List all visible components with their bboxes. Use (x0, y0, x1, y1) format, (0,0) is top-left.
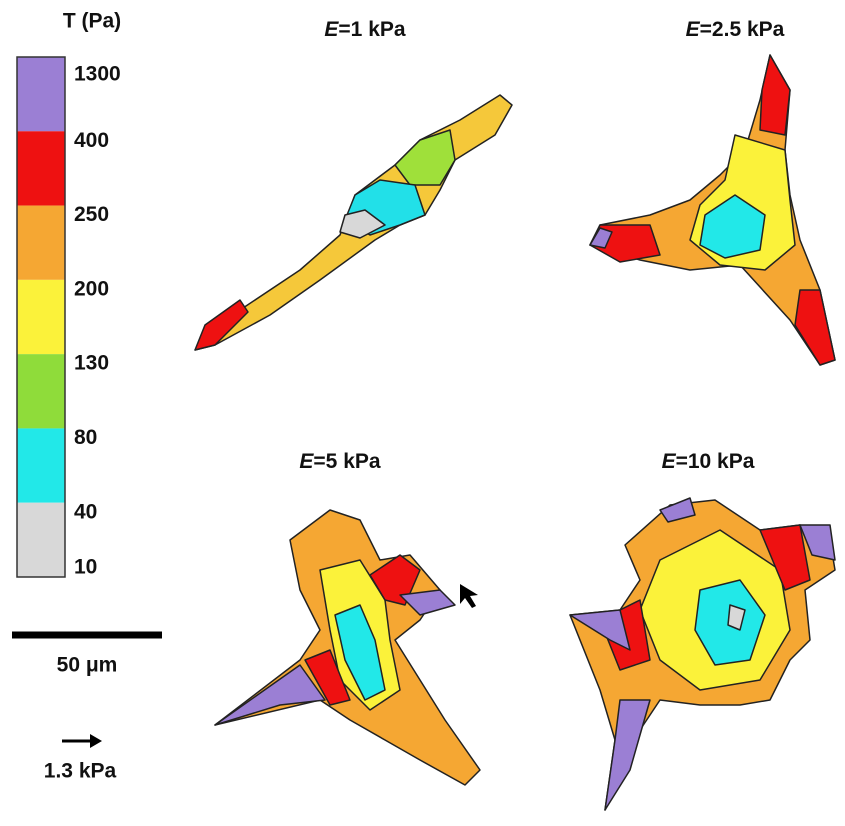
colorbar-tick-label: 250 (74, 203, 109, 226)
colorbar-segment (17, 206, 65, 280)
panel-symbol: E (324, 18, 339, 41)
panel-text: =1 kPa (338, 18, 405, 41)
colorbar-tick-label: 1300 (74, 63, 121, 86)
scale-bar-label: 50 μm (57, 654, 118, 677)
panel-symbol: E (662, 450, 677, 473)
colorbar-tick-label: 130 (74, 352, 109, 375)
cursor (460, 584, 478, 608)
cell-map (570, 498, 835, 810)
colorbar-tick-label: 10 (74, 556, 97, 579)
figure: T (Pa) 1300 400 250 200 130 80 40 10 50 μm 1.3 … (0, 0, 845, 821)
colorbar-tick-label: 200 (74, 277, 109, 300)
panel-title: E=1 kPa (324, 18, 405, 41)
panel-text: =5 kPa (313, 450, 380, 473)
panel-text: =10 kPa (676, 450, 755, 473)
colorbar-tick-label: 40 (74, 500, 97, 523)
colorbar-segment (17, 354, 65, 428)
panel-title: E=5 kPa (299, 450, 380, 473)
cell-map (590, 55, 835, 365)
cell-map (215, 510, 480, 785)
panel-title: E=2.5 kPa (686, 18, 785, 41)
colorbar-segment (17, 57, 65, 131)
panel-title: E=10 kPa (662, 450, 755, 473)
colorbar: 1300 400 250 200 130 80 40 10 (17, 57, 121, 579)
cell-map (195, 95, 512, 350)
colorbar-segment (17, 428, 65, 502)
colorbar-tick-label: 80 (74, 426, 97, 449)
colorbar-segment (17, 280, 65, 354)
scale-arrow-head (90, 734, 102, 748)
colorbar-tick-label: 400 (74, 129, 109, 152)
colorbar-title: T (Pa) (63, 10, 121, 33)
panel-text: =2.5 kPa (700, 18, 785, 41)
colorbar-segment (17, 131, 65, 205)
panel-symbol: E (686, 18, 701, 41)
panel-symbol: E (299, 450, 314, 473)
arrow-scale-label: 1.3 kPa (44, 760, 117, 783)
colorbar-segment (17, 503, 65, 577)
